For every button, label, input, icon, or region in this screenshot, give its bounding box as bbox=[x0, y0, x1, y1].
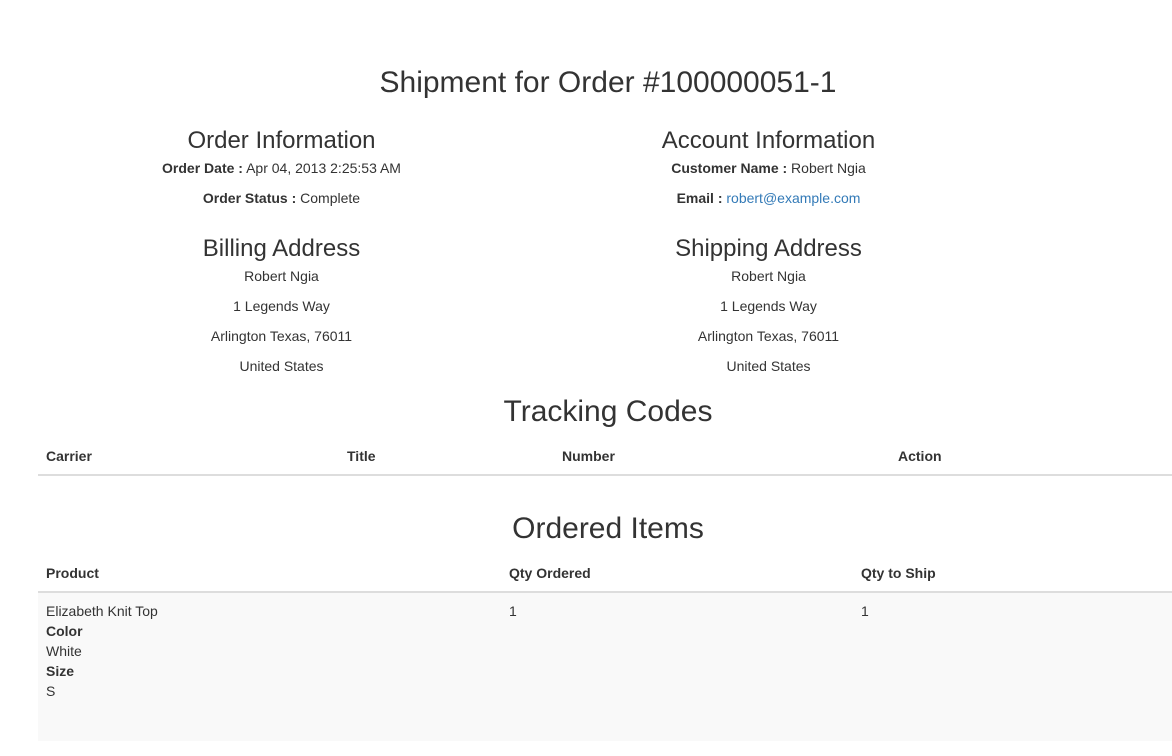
col-product: Product bbox=[38, 555, 501, 593]
email-link[interactable]: robert@example.com bbox=[726, 190, 861, 206]
tracking-table: Carrier Title Number Action bbox=[38, 438, 1172, 476]
page-title: Shipment for Order #100000051-1 bbox=[379, 66, 837, 99]
order-status: Order Status : Complete bbox=[38, 188, 525, 208]
billing-line: Robert Ngia bbox=[244, 268, 319, 284]
shipping-line: Arlington Texas, 76011 bbox=[697, 328, 840, 344]
order-date: Order Date : Apr 04, 2013 2:25:53 AM bbox=[38, 158, 525, 178]
shipping-line: 1 Legends Way bbox=[720, 298, 817, 314]
account-info-heading: Account Information bbox=[661, 127, 876, 154]
order-date-value: Apr 04, 2013 2:25:53 AM bbox=[246, 160, 401, 176]
customer-name-label: Customer Name : bbox=[671, 160, 788, 176]
order-status-value: Complete bbox=[300, 190, 361, 206]
billing-address: Billing Address Robert Ngia 1 Legends Wa… bbox=[38, 234, 525, 376]
table-row: Elizabeth Knit Top Color White Size S 1 … bbox=[38, 592, 1172, 741]
col-carrier: Carrier bbox=[38, 438, 339, 476]
tracking-heading: Tracking Codes bbox=[503, 395, 713, 428]
option-label: Color bbox=[46, 623, 83, 639]
shipment-page: Shipment for Order #100000051-1 Order In… bbox=[38, 0, 1172, 741]
customer-name: Customer Name : Robert Ngia bbox=[525, 158, 1012, 178]
product-cell: Elizabeth Knit Top Color White Size S bbox=[38, 592, 501, 741]
col-qty-ordered: Qty Ordered bbox=[501, 555, 853, 593]
product-name: Elizabeth Knit Top bbox=[46, 603, 158, 619]
shipping-line: United States bbox=[726, 358, 811, 374]
option-label: Size bbox=[46, 663, 75, 679]
shipping-line: Robert Ngia bbox=[731, 268, 806, 284]
order-date-label: Order Date : bbox=[162, 160, 243, 176]
col-action: Action bbox=[890, 438, 1172, 476]
shipping-address: Shipping Address Robert Ngia 1 Legends W… bbox=[525, 234, 1012, 376]
order-status-label: Order Status : bbox=[202, 190, 297, 206]
col-title: Title bbox=[339, 438, 554, 476]
col-number: Number bbox=[554, 438, 890, 476]
account-information: Account Information Customer Name : Robe… bbox=[525, 126, 1012, 208]
option-value: White bbox=[46, 643, 82, 659]
billing-heading: Billing Address bbox=[202, 235, 361, 262]
order-information: Order Information Order Date : Apr 04, 2… bbox=[38, 126, 525, 208]
order-info-heading: Order Information bbox=[187, 127, 376, 154]
billing-line: United States bbox=[239, 358, 324, 374]
col-qty-to-ship: Qty to Ship bbox=[853, 555, 1172, 593]
billing-line: Arlington Texas, 76011 bbox=[210, 328, 353, 344]
billing-line: 1 Legends Way bbox=[233, 298, 330, 314]
qty-ordered-cell: 1 bbox=[501, 592, 853, 741]
email-label: Email : bbox=[676, 190, 723, 206]
qty-to-ship-cell: 1 bbox=[853, 592, 1172, 741]
ordered-items-heading: Ordered Items bbox=[512, 512, 704, 545]
customer-name-value: Robert Ngia bbox=[791, 160, 866, 176]
ordered-items-table: Product Qty Ordered Qty to Ship Elizabet… bbox=[38, 555, 1172, 741]
shipping-heading: Shipping Address bbox=[675, 235, 862, 262]
option-value: S bbox=[46, 683, 56, 699]
customer-email: Email : robert@example.com bbox=[525, 188, 1012, 208]
